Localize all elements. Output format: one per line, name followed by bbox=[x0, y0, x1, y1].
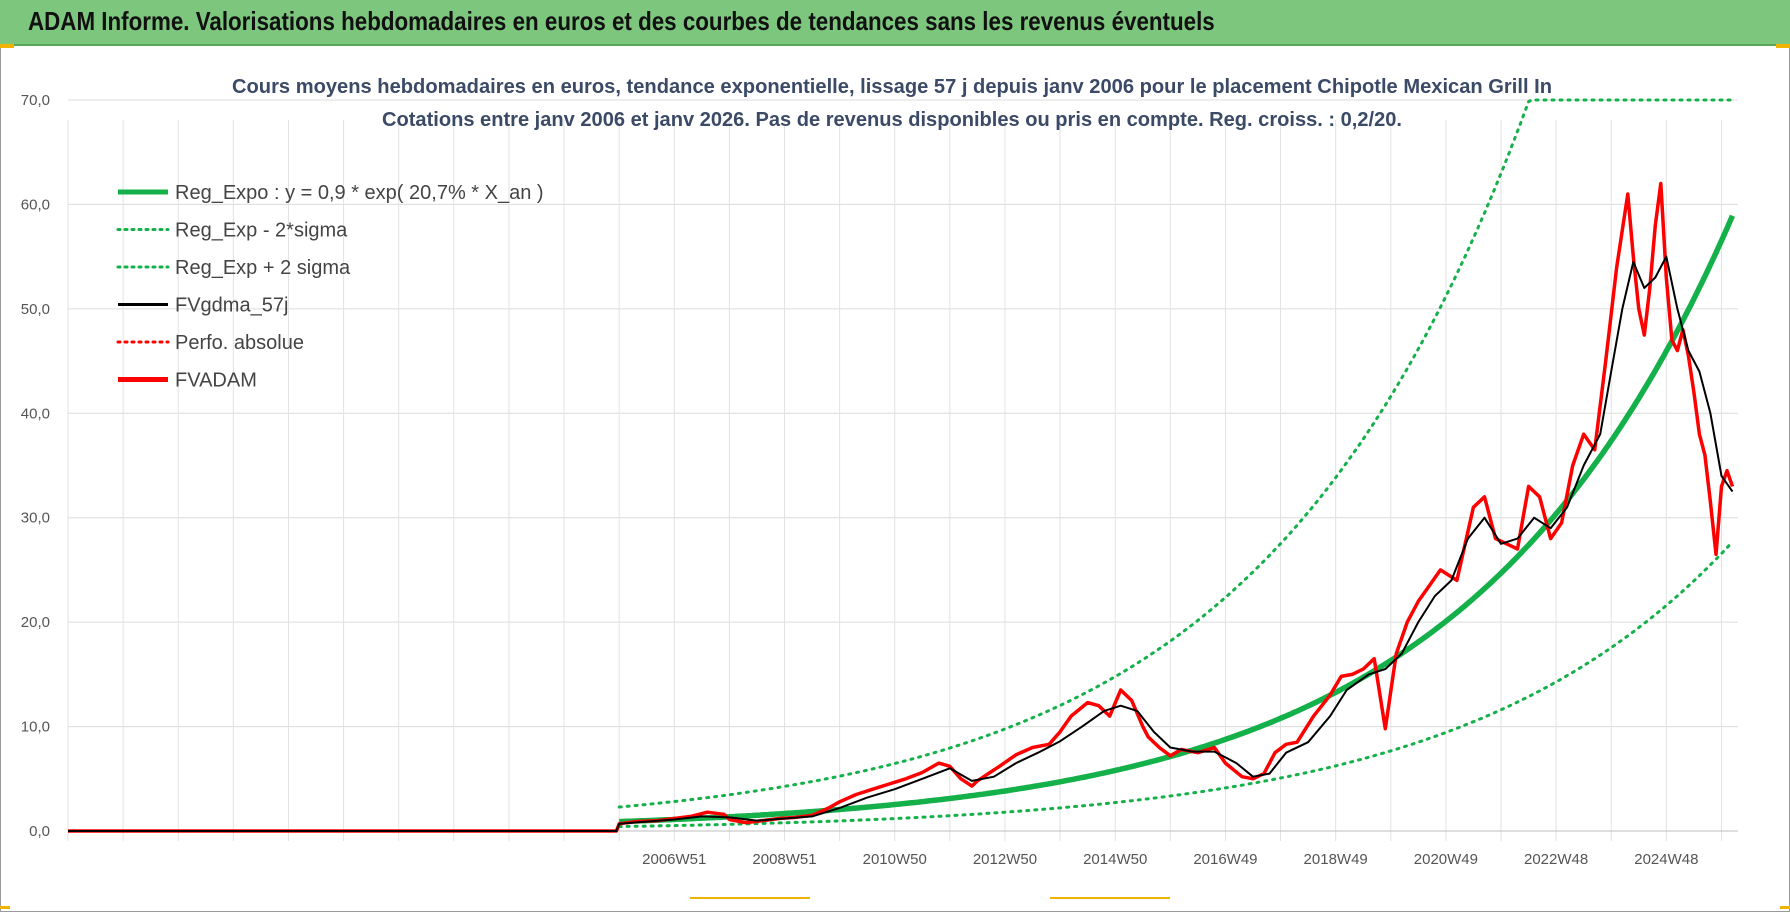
legend-label: Reg_Exp + 2 sigma bbox=[175, 257, 351, 279]
legend-item: Reg_Expo : y = 0,9 * exp( 20,7% * X_an ) bbox=[118, 182, 544, 204]
legend: Reg_Expo : y = 0,9 * exp( 20,7% * X_an )… bbox=[116, 182, 544, 392]
legend-item: FVgdma_57j bbox=[118, 295, 288, 317]
report-title: ADAM Informe. Valorisations hebdomadaire… bbox=[28, 6, 1215, 36]
y-tick-label: 40,0 bbox=[21, 405, 50, 422]
series-reg-exp-minus-2-sigma bbox=[617, 540, 1734, 829]
legend-label: FVgdma_57j bbox=[175, 295, 288, 317]
corner-mark-bottom-right bbox=[1780, 906, 1790, 909]
series-fvadam bbox=[68, 181, 1735, 833]
series-reg-expo bbox=[619, 214, 1736, 825]
legend-label: Reg_Expo : y = 0,9 * exp( 20,7% * X_an ) bbox=[175, 182, 544, 204]
y-tick-label: 50,0 bbox=[21, 301, 50, 318]
chart-title-line-1: Cours moyens hebdomadaires en euros, ten… bbox=[232, 76, 1552, 98]
x-tick-label: 2024W48 bbox=[1634, 851, 1698, 868]
corner-mark-top-left bbox=[0, 44, 14, 48]
y-tick-label: 60,0 bbox=[21, 196, 50, 213]
series-fvgdma-57j bbox=[68, 255, 1734, 832]
legend-label: Perfo. absolue bbox=[175, 332, 304, 354]
legend-item: Reg_Exp + 2 sigma bbox=[116, 257, 351, 279]
corner-mark-bottom-left bbox=[0, 906, 10, 909]
x-tick-label: 2014W50 bbox=[1083, 851, 1147, 868]
x-tick-label: 2022W48 bbox=[1524, 851, 1588, 868]
y-tick-label: 0,0 bbox=[29, 823, 50, 840]
x-tick-label: 2020W49 bbox=[1414, 851, 1478, 868]
corner-mark-top-right bbox=[1776, 44, 1790, 48]
bottom-accent-left bbox=[690, 897, 810, 899]
x-tick-label: 2012W50 bbox=[973, 851, 1037, 868]
chart-title-line-2: Cotations entre janv 2006 et janv 2026. … bbox=[382, 109, 1402, 131]
x-tick-label: 2008W51 bbox=[752, 851, 816, 868]
y-tick-label: 20,0 bbox=[21, 614, 50, 631]
grid-layer bbox=[67, 99, 1738, 841]
x-tick-label: 2010W50 bbox=[863, 851, 927, 868]
legend-item: Reg_Exp - 2*sigma bbox=[116, 220, 348, 242]
legend-label: FVADAM bbox=[175, 370, 257, 392]
x-tick-label: 2018W49 bbox=[1304, 851, 1368, 868]
x-tick-label: 2016W49 bbox=[1193, 851, 1257, 868]
axis-labels: 0,0 10,0 20,0 30,0 40,0 50,0 60,0 70,0 2006W51 20… bbox=[21, 92, 1699, 868]
series-layer bbox=[68, 98, 1736, 833]
series-reg-exp-plus-2-sigma bbox=[617, 98, 1734, 809]
bottom-accent-right bbox=[1050, 897, 1170, 899]
legend-item: Perfo. absolue bbox=[116, 332, 304, 354]
legend-item: FVADAM bbox=[118, 370, 257, 392]
x-tick-label: 2006W51 bbox=[642, 851, 706, 868]
legend-label: Reg_Exp - 2*sigma bbox=[175, 220, 348, 242]
y-tick-label: 10,0 bbox=[21, 719, 50, 736]
y-tick-label: 70,0 bbox=[21, 92, 50, 109]
y-tick-label: 30,0 bbox=[21, 510, 50, 527]
report-banner: ADAM Informe. Valorisations hebdomadaire… bbox=[0, 0, 1790, 46]
